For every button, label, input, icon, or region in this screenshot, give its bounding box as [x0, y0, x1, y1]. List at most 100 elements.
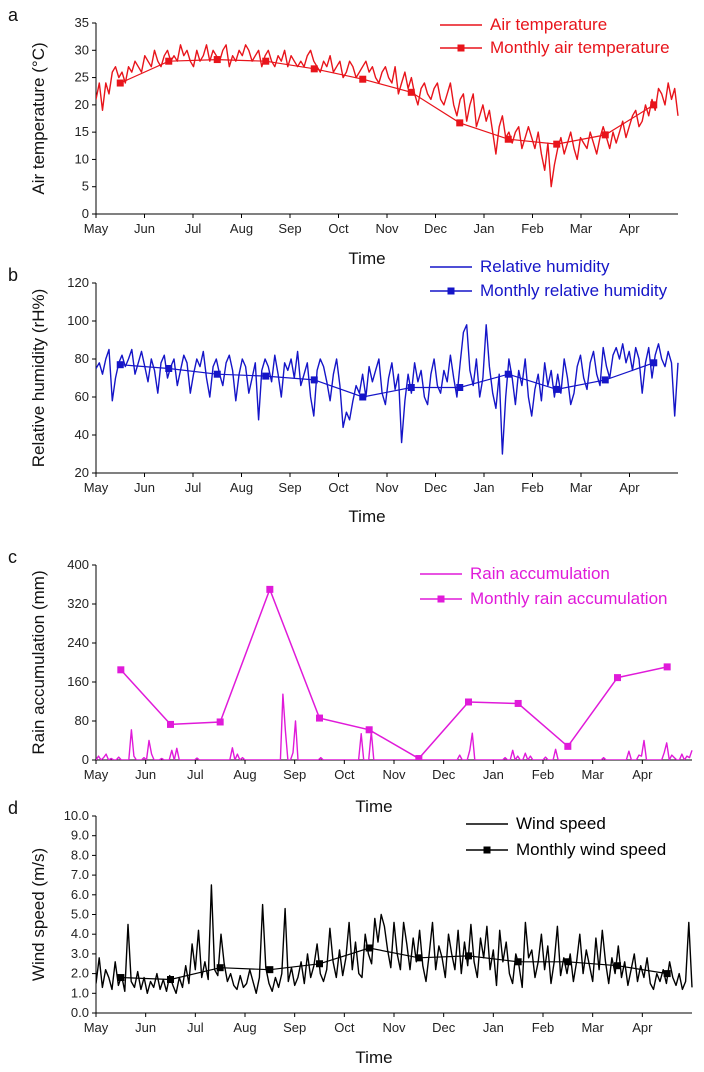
chart-panel-a: a 0 5 10 15 20 25 30 35 May Jun Jul Aug Sep Oct Nov Dec J… [8, 5, 679, 268]
x-tick-label: Feb [532, 1020, 554, 1035]
y-tick-label: 9.0 [71, 828, 89, 843]
series-monthly [117, 944, 671, 984]
monthly-marker-sep [310, 376, 318, 384]
x-tick-label: Dec [432, 767, 456, 782]
legend-entry-monthly: Monthly air temperature [440, 38, 670, 57]
legend-label: Monthly relative humidity [480, 281, 668, 300]
monthly-marker-dec [465, 698, 472, 706]
legend-label: Wind speed [516, 814, 606, 833]
monthly-marker-apr [650, 101, 658, 109]
legend-label: Monthly wind speed [516, 840, 666, 859]
y-tick-label: 30 [75, 42, 89, 57]
monthly-marker-jul [213, 56, 221, 64]
monthly-marker-jun [167, 976, 174, 984]
x-tick-label: Jun [135, 1020, 156, 1035]
x-tick-label: Mar [581, 1020, 604, 1035]
monthly-marker-feb [553, 140, 561, 148]
x-tick-label: May [84, 221, 109, 236]
x-tick-label: Feb [521, 480, 543, 495]
series-daily [96, 884, 693, 994]
x-tick-label: Mar [570, 480, 593, 495]
x-tick-label: Mar [581, 767, 604, 782]
x-tick-label: Jul [185, 480, 202, 495]
x-tick-label: Oct [334, 1020, 355, 1035]
y-tick-label: 15 [75, 124, 89, 139]
series-monthly [117, 585, 671, 760]
y-tick-label: 0 [82, 206, 89, 221]
monthly-marker-may [116, 361, 124, 369]
x-tick-label: Jan [483, 1020, 504, 1035]
legend-entry-daily: Relative humidity [430, 257, 610, 276]
panel-letter: c [8, 547, 17, 567]
x-tick-label: May [84, 1020, 109, 1035]
y-tick-label: 80 [75, 351, 89, 366]
x-tick-label: May [84, 767, 109, 782]
monthly-marker-nov [415, 755, 423, 760]
y-tick-label: 100 [67, 313, 89, 328]
monthly-marker-mar [614, 674, 621, 682]
series-monthly-line [120, 587, 668, 760]
y-tick-label: 7.0 [71, 867, 89, 882]
legend-entry-daily: Air temperature [440, 15, 607, 34]
series-daily-line [96, 884, 693, 994]
y-tick-label: 3.0 [71, 946, 89, 961]
y-tick-label: 4.0 [71, 926, 89, 941]
x-tick-label: Jul [187, 767, 204, 782]
legend-label: Rain accumulation [470, 564, 610, 583]
legend-label: Air temperature [490, 15, 607, 34]
x-tick-label: Jan [474, 480, 495, 495]
monthly-marker-nov [407, 384, 415, 391]
monthly-marker-sep [316, 714, 323, 722]
series-daily [96, 693, 693, 760]
series-monthly-line [120, 362, 654, 398]
y-tick-label: 35 [75, 15, 89, 30]
monthly-marker-may [117, 974, 125, 982]
x-tick-label: Nov [382, 767, 406, 782]
x-tick-label: Nov [382, 1020, 406, 1035]
monthly-marker-jun [167, 720, 174, 728]
y-tick-label: 320 [67, 596, 89, 611]
monthly-marker-aug [266, 966, 274, 974]
monthly-marker-dec [465, 952, 472, 960]
monthly-marker-feb [564, 958, 572, 966]
x-tick-label: Nov [375, 480, 399, 495]
x-axis-label: Time [355, 1048, 392, 1067]
x-tick-label: May [84, 480, 109, 495]
x-tick-label: Oct [328, 480, 349, 495]
x-tick-label: Jan [474, 221, 495, 236]
y-tick-label: 160 [67, 674, 89, 689]
x-tick-label: Dec [432, 1020, 456, 1035]
monthly-marker-oct [365, 944, 373, 952]
y-tick-label: 240 [67, 635, 89, 650]
chart-panel-c: c 0 80 160 240 320 400 May Jun Jul Aug Sep Oct Nov Dec… [8, 547, 693, 816]
monthly-marker-oct [365, 726, 373, 734]
legend-label: Monthly air temperature [490, 38, 670, 57]
monthly-marker-oct [359, 393, 367, 401]
y-tick-label: 20 [75, 465, 89, 480]
x-tick-label: Nov [375, 221, 399, 236]
x-tick-label: Sep [283, 1020, 306, 1035]
chart-panel-d: d 0.0 1.0 2.0 3.0 4.0 5.0 6.0 7.0 8.0 9.0 10.0 May Ju… [8, 798, 693, 1067]
y-tick-label: 6.0 [71, 887, 89, 902]
monthly-marker-may [117, 666, 125, 674]
monthly-marker-jan [504, 370, 512, 378]
monthly-marker-sep [316, 960, 323, 968]
series-monthly-line [120, 947, 668, 981]
y-tick-label: 1.0 [71, 985, 89, 1000]
y-tick-label: 120 [67, 275, 89, 290]
x-tick-label: Jan [483, 767, 504, 782]
y-tick-label: 5.0 [71, 907, 89, 922]
y-tick-label: 20 [75, 97, 89, 112]
series-daily-line [96, 44, 679, 188]
monthly-marker-jun [165, 365, 173, 372]
series-daily-line [96, 693, 693, 760]
x-axis-label: Time [348, 249, 385, 268]
legend-swatch-marker [437, 595, 445, 603]
x-tick-label: Jun [135, 767, 156, 782]
y-tick-label: 25 [75, 70, 89, 85]
monthly-marker-nov [407, 88, 415, 96]
legend-label: Monthly rain accumulation [470, 589, 667, 608]
x-tick-label: Oct [334, 767, 355, 782]
y-tick-label: 5 [82, 179, 89, 194]
x-axis-label: Time [355, 797, 392, 816]
